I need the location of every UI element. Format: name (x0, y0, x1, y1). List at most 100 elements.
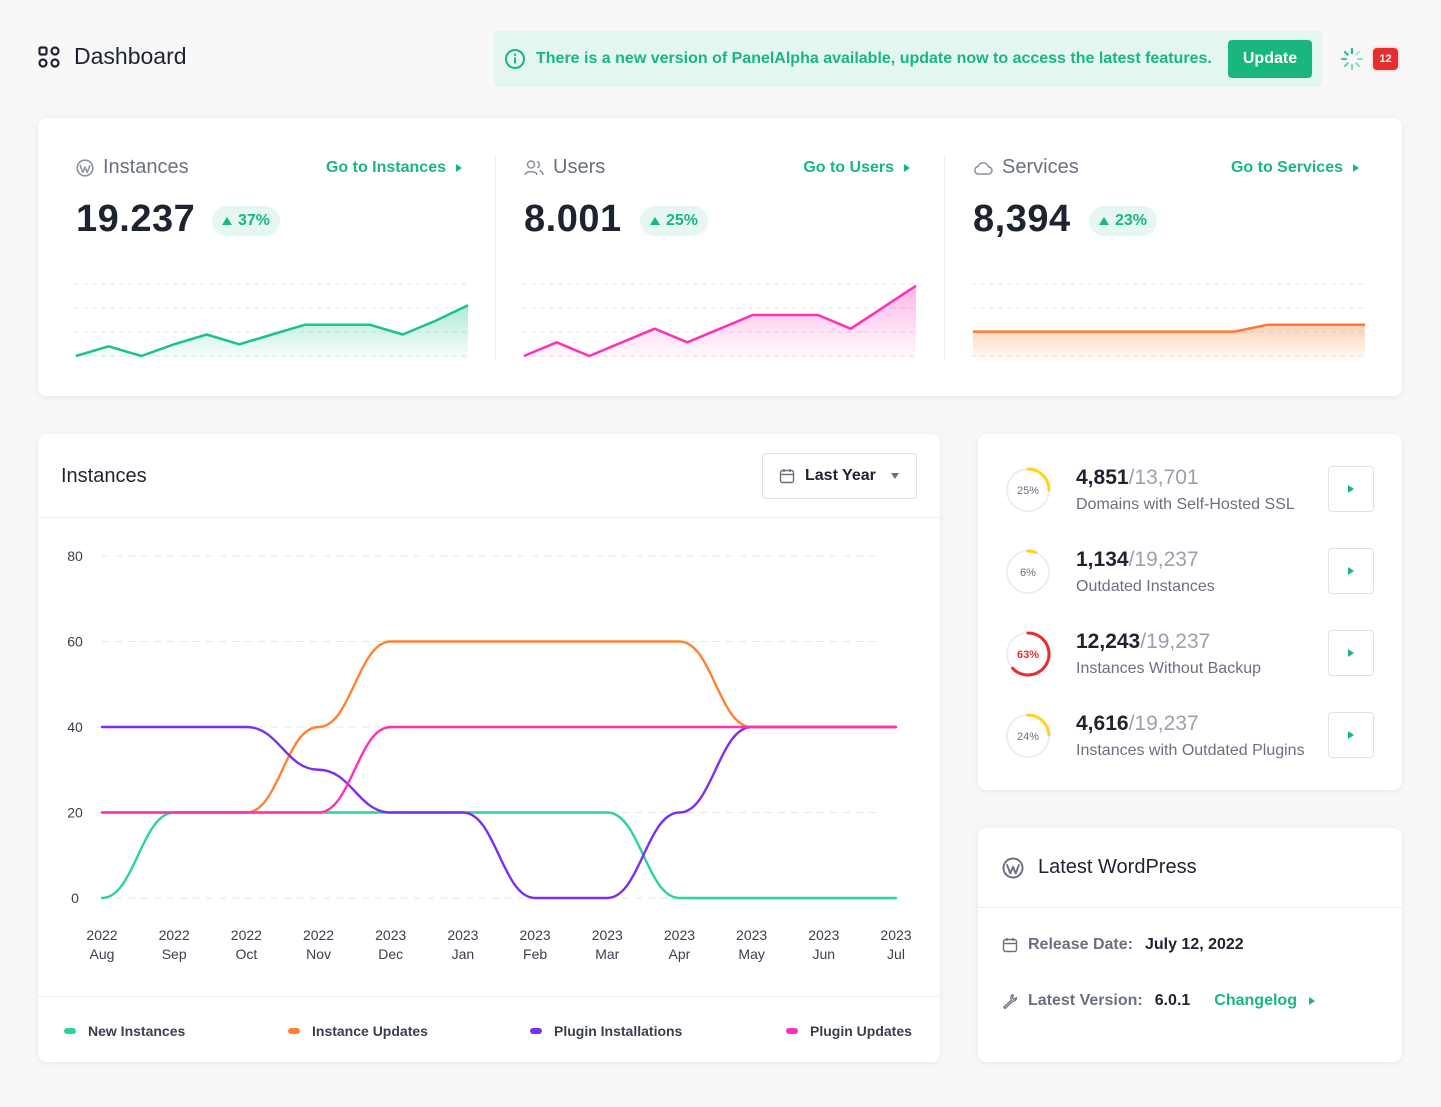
legend-label: Instance Updates (312, 1023, 428, 1039)
latest-version-row: Latest Version: 6.0.1 Changelog (1002, 992, 1315, 1010)
caret-right-icon (1353, 164, 1359, 172)
wordpress-icon (76, 158, 94, 177)
caret-right-icon (456, 164, 462, 172)
stat-header: Services (973, 156, 1079, 179)
y-tick-label: 80 (67, 548, 83, 564)
legend-label: Plugin Installations (554, 1023, 683, 1039)
view-ssl-button[interactable] (1328, 466, 1374, 512)
ring-percent: 24% (1017, 731, 1039, 743)
y-tick-label: 20 (67, 805, 83, 821)
x-tick-label: 2023 Jun (808, 927, 839, 962)
stats-card: Instances Go to Instances 19.237 37% Use… (38, 118, 1402, 396)
chart-legend: New Instances Instance Updates Plugin In… (38, 996, 940, 1062)
health-label: Domains with Self-Hosted SSL (1076, 496, 1295, 513)
health-label: Instances with Outdated Plugins (1076, 742, 1305, 759)
x-tick-label: 2022 Oct (231, 927, 262, 962)
legend-item[interactable]: Plugin Installations (530, 1023, 682, 1039)
ring-progress (1005, 631, 1051, 677)
update-button[interactable]: Update (1228, 40, 1312, 78)
health-total: /19,237 (1128, 712, 1199, 735)
change-value: 23% (1115, 212, 1148, 229)
stat-services: Services Go to Services 8,394 23% (935, 118, 1383, 396)
view-outdated-button[interactable] (1328, 548, 1374, 594)
change-badge: 25% (640, 206, 709, 236)
ring-percent: 25% (1017, 485, 1039, 497)
users-sparkline (522, 283, 918, 362)
stat-value: 19.237 (76, 198, 196, 240)
changelog-link[interactable]: Changelog (1214, 992, 1315, 1010)
health-label: Instances Without Backup (1076, 660, 1261, 677)
play-icon (1348, 567, 1354, 575)
legend-swatch (530, 1028, 542, 1034)
notice-text: There is a new version of PanelAlpha ava… (536, 50, 1212, 67)
legend-swatch (64, 1028, 76, 1034)
services-sparkline (971, 283, 1367, 362)
health-count: 12,243 (1076, 630, 1141, 653)
ring-percent: 63% (1017, 649, 1039, 661)
x-tick-label: 2023 Mar (592, 927, 623, 962)
health-total: /19,237 (1128, 548, 1199, 571)
top-bar: Dashboard There is a new version of Pane… (38, 30, 1402, 88)
x-tick-label: 2022 Aug (86, 927, 117, 962)
change-value: 25% (666, 212, 699, 229)
calendar-icon (779, 469, 795, 484)
x-tick-label: 2023 Jul (880, 927, 911, 962)
progress-ring: 25% (1005, 467, 1051, 513)
x-tick-label: 2023 Jan (447, 927, 478, 962)
sparkline-line (75, 304, 469, 358)
go-to-services-link[interactable]: Go to Services (1231, 159, 1359, 177)
sparkline-area (76, 305, 468, 362)
link-label: Go to Users (803, 159, 894, 176)
instances-sparkline (74, 283, 470, 362)
wp-title: Latest WordPress (1038, 856, 1197, 878)
stat-label: Instances (103, 156, 189, 178)
health-counts: 12,243/19,237 (1076, 630, 1210, 654)
series-line (100, 725, 898, 814)
latest-wordpress-card: Latest WordPress Release Date: July 12, … (978, 828, 1402, 1062)
view-backup-button[interactable] (1328, 630, 1374, 676)
wordpress-icon (1002, 856, 1024, 879)
release-date-row: Release Date: July 12, 2022 (1002, 936, 1244, 954)
caret-down-icon (891, 473, 899, 479)
date-range-select[interactable]: Last Year (762, 453, 917, 499)
stat-users: Users Go to Users 8.001 25% (486, 118, 934, 396)
play-icon (1348, 485, 1354, 493)
page-header: Dashboard (38, 43, 187, 70)
health-row-outdated: 6% 1,134/19,237 Outdated Instances (978, 548, 1402, 630)
y-tick-label: 60 (67, 634, 83, 650)
x-tick-label: 2023 Apr (664, 927, 695, 962)
chart-header: Instances Last Year (38, 434, 940, 518)
caret-right-icon (1308, 997, 1315, 1005)
release-date-label: Release Date: (1028, 936, 1133, 953)
y-tick-label: 40 (67, 719, 83, 735)
stat-label: Users (553, 156, 606, 178)
sparkline-line (523, 284, 917, 358)
legend-item[interactable]: Plugin Updates (786, 1023, 912, 1039)
x-tick-label: 2022 Nov (303, 927, 334, 962)
go-to-users-link[interactable]: Go to Users (803, 159, 910, 177)
legend-label: New Instances (88, 1023, 186, 1039)
progress-ring: 6% (1005, 549, 1051, 595)
legend-item[interactable]: New Instances (64, 1023, 185, 1039)
health-card: 25% 4,851/13,701 Domains with Self-Hoste… (978, 434, 1402, 790)
x-tick-label: 2023 Dec (375, 927, 406, 962)
instances-chart-card: Instances Last Year 0 20 40 60 80 2022 Aug 2022… (38, 434, 940, 1062)
view-plugins-button[interactable] (1328, 712, 1374, 758)
progress-ring: 63% (1005, 631, 1051, 677)
change-badge: 23% (1089, 206, 1158, 236)
chart-title: Instances (61, 465, 147, 487)
arrow-up-icon (1099, 217, 1109, 225)
changelog-label: Changelog (1214, 992, 1297, 1009)
link-label: Go to Instances (325, 159, 446, 176)
health-counts: 1,134/19,237 (1076, 548, 1199, 572)
legend-item[interactable]: Instance Updates (288, 1023, 428, 1039)
y-tick-label: 0 (71, 890, 79, 906)
health-row-backup: 63% 12,243/19,237 Instances Without Back… (978, 630, 1402, 712)
instances-line-chart: 0 20 40 60 80 2022 Aug 2022 Sep 2022 Oct 2022 Nov 202… (67, 548, 912, 962)
legend-label: Plugin Updates (810, 1023, 912, 1039)
stat-value: 8.001 (524, 198, 622, 240)
go-to-instances-link[interactable]: Go to Instances (326, 159, 462, 177)
play-icon (1348, 731, 1354, 739)
notification-badge[interactable]: 12 (1373, 48, 1398, 70)
loading-spinner-icon[interactable] (1340, 47, 1364, 71)
